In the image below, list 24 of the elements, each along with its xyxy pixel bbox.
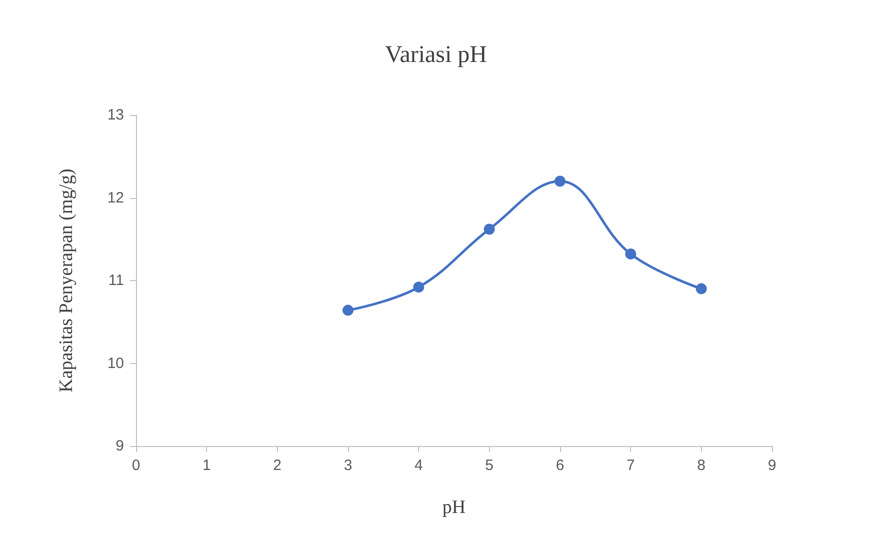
chart-title: Variasi pH (385, 42, 487, 68)
y-tick-label: 13 (107, 106, 124, 124)
x-tick-label: 3 (344, 457, 352, 474)
y-tick-label: 12 (107, 189, 124, 206)
point (413, 282, 424, 293)
y-tick-label: 10 (107, 354, 124, 372)
x-tick-label: 1 (202, 457, 211, 474)
y-tick-label: 11 (108, 272, 124, 289)
y-tick-label: 9 (116, 438, 124, 454)
x-tick-label: 4 (414, 457, 423, 474)
x-axis-title: pH (442, 497, 466, 518)
x-tick-label: 0 (132, 457, 140, 474)
x-tick-label: 8 (697, 457, 706, 474)
y-axis-title: Kapasitas Penyerapan (mg/g) (56, 168, 77, 392)
x-tick-label: 2 (273, 457, 282, 474)
point (696, 283, 707, 294)
point (342, 304, 354, 316)
x-tick-label: 5 (485, 457, 494, 474)
x-tick-label: 6 (556, 457, 564, 474)
x-tick-label: 7 (626, 457, 635, 474)
point (625, 248, 636, 260)
point (484, 224, 495, 235)
x-tick-label: 9 (768, 457, 776, 474)
point (554, 176, 566, 187)
